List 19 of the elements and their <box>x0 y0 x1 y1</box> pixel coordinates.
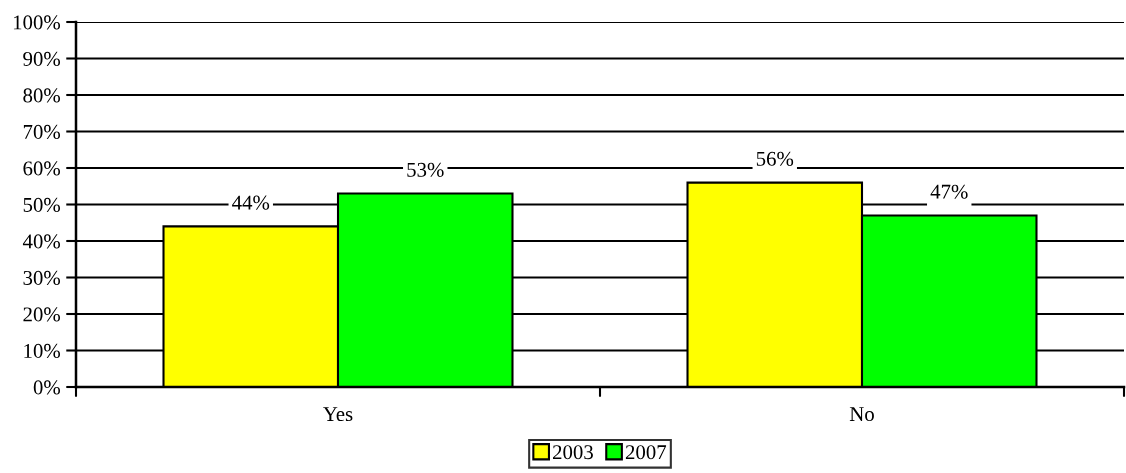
x-tick-label: No <box>849 407 874 422</box>
y-tick-label: 50% <box>23 197 61 212</box>
y-tick-label: 20% <box>23 307 61 322</box>
y-tick-label: 30% <box>23 270 61 285</box>
legend-label: 2007 <box>625 445 667 460</box>
y-tick-label: 0% <box>33 380 61 395</box>
data-label: 53% <box>407 162 444 177</box>
y-tick-label: 70% <box>23 124 61 139</box>
legend-label: 2003 <box>553 445 593 460</box>
y-tick-label: 90% <box>23 51 61 66</box>
data-label: 44% <box>232 195 270 210</box>
y-tick-label: 40% <box>22 234 61 249</box>
data-label: 47% <box>930 184 968 199</box>
y-tick-label: 100% <box>13 15 61 30</box>
data-label: 56% <box>756 151 794 166</box>
y-tick-label: 10% <box>24 343 61 358</box>
y-tick-label: 80% <box>23 88 61 103</box>
x-tick-label: Yes <box>323 407 353 422</box>
y-tick-label: 60% <box>23 161 61 176</box>
